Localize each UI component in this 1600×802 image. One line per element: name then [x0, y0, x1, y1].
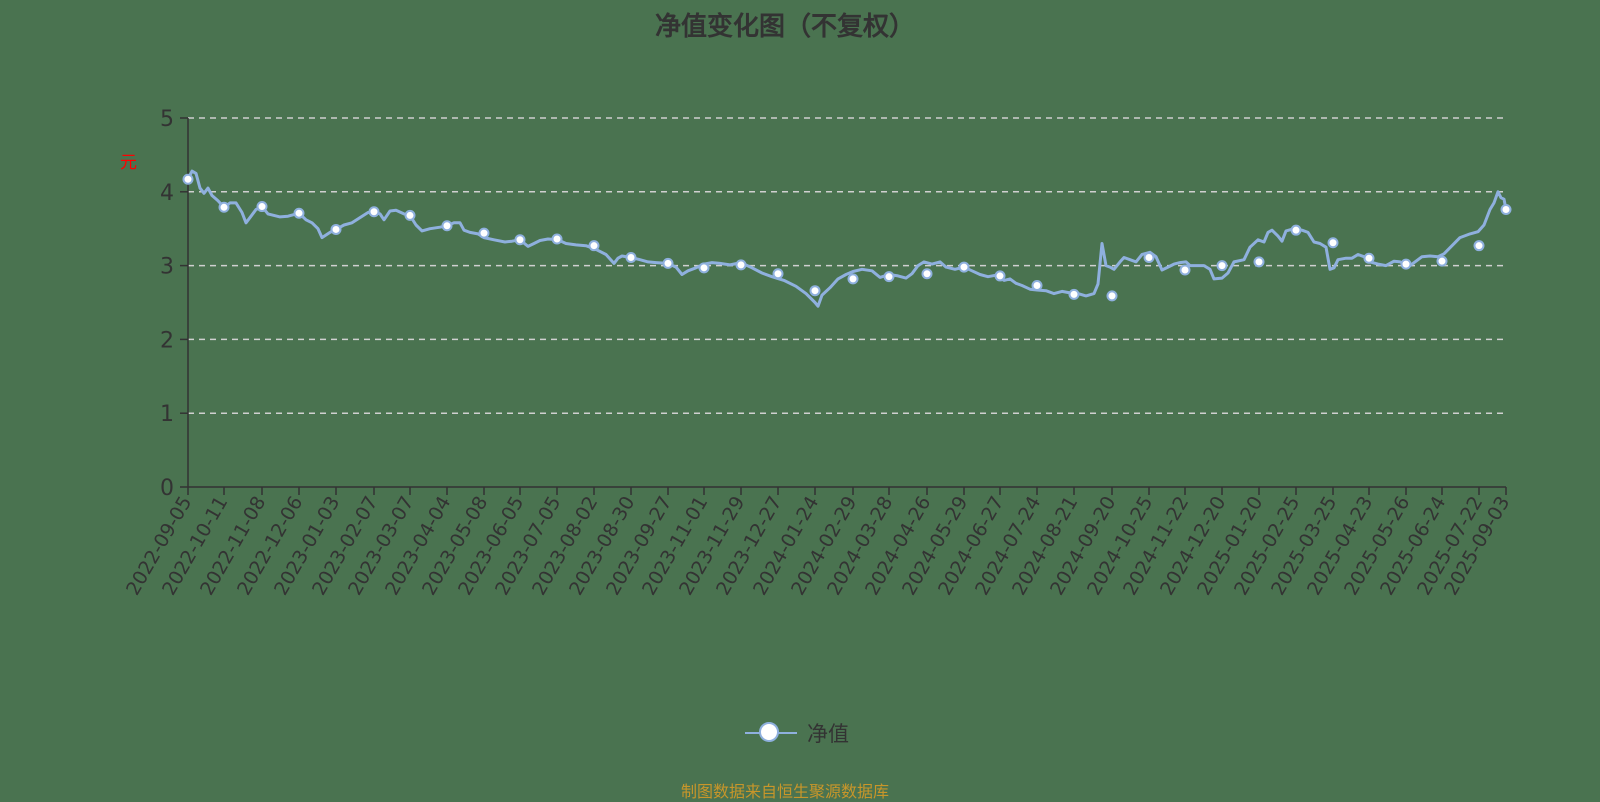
data-point-marker — [256, 201, 268, 213]
data-point-marker — [588, 240, 600, 252]
data-point-marker — [1143, 251, 1155, 263]
chart-title: 净值变化图（不复权） — [654, 12, 915, 42]
legend-item-nav[interactable]: 净值 — [745, 718, 849, 748]
y-tick-label: 2 — [160, 328, 174, 353]
data-point-marker — [478, 227, 490, 239]
data-source-note: 制图数据来自恒生聚源数据库 — [680, 782, 889, 801]
data-point-marker — [883, 271, 895, 283]
data-point-marker — [1363, 252, 1375, 264]
y-tick-label: 3 — [160, 255, 174, 280]
data-point-marker — [182, 173, 194, 185]
data-point-marker — [1327, 237, 1339, 249]
data-point-marker — [404, 209, 416, 221]
nav-line — [186, 169, 1508, 308]
y-tick-label: 5 — [160, 107, 174, 132]
data-point-marker — [847, 273, 859, 285]
data-point-marker — [551, 233, 563, 245]
data-point-marker — [1436, 255, 1448, 267]
legend-marker-icon — [745, 722, 797, 744]
data-point-marker — [921, 268, 933, 280]
y-tick-label: 0 — [160, 476, 174, 501]
data-point-marker — [1031, 280, 1043, 292]
data-point-marker — [958, 261, 970, 273]
data-point-marker — [1500, 204, 1512, 216]
data-point-marker — [441, 220, 453, 232]
data-point-marker — [1106, 290, 1118, 302]
y-axis-unit: 元 — [120, 153, 137, 173]
data-point-marker — [994, 270, 1006, 282]
data-point-marker — [218, 201, 230, 213]
data-point-marker — [735, 259, 747, 271]
data-point-marker — [293, 207, 305, 219]
data-point-marker — [809, 285, 821, 297]
data-point-marker — [1400, 258, 1412, 270]
data-point-marker — [1068, 288, 1080, 300]
legend-label: 净值 — [807, 722, 849, 746]
data-point-marker — [1216, 260, 1228, 272]
data-point-marker — [772, 268, 784, 280]
data-point-marker — [1253, 256, 1265, 268]
y-tick-label: 4 — [160, 181, 174, 206]
data-point-marker — [514, 234, 526, 246]
data-point-marker — [625, 251, 637, 263]
data-point-marker — [1473, 240, 1485, 252]
data-point-marker — [368, 206, 380, 218]
data-point-marker — [1290, 224, 1302, 236]
y-tick-label: 1 — [160, 402, 174, 427]
data-point-marker — [330, 223, 342, 235]
data-point-marker — [1179, 264, 1191, 276]
data-point-marker — [662, 257, 674, 269]
data-point-marker — [698, 262, 710, 274]
